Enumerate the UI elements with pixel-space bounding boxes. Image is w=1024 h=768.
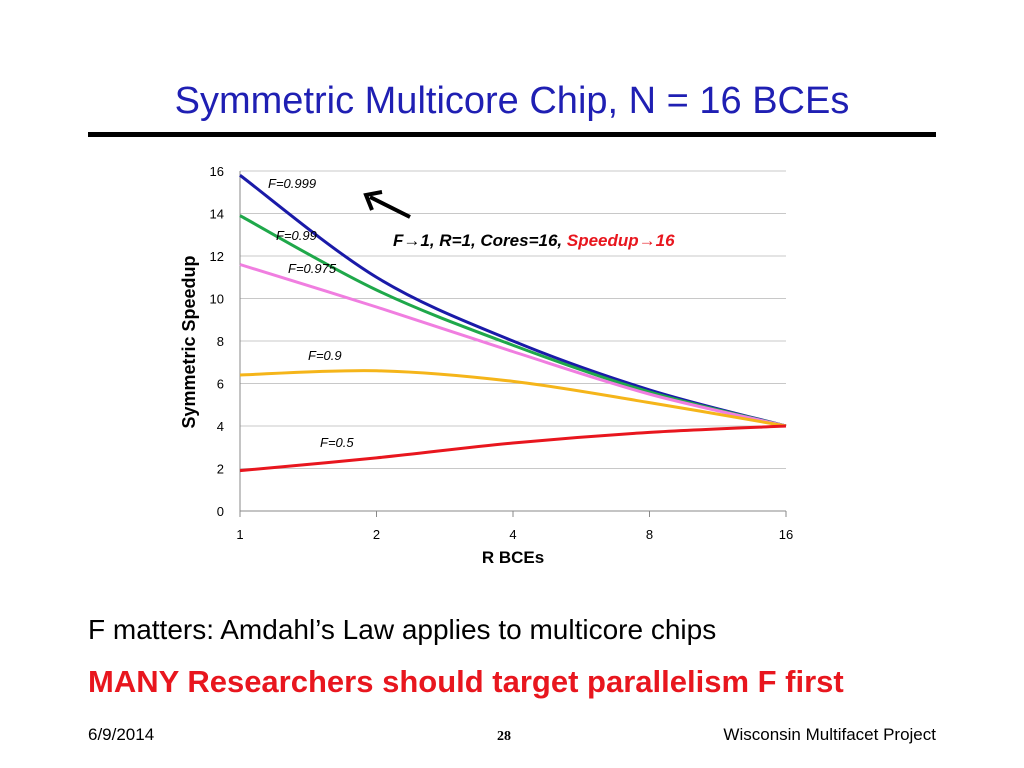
- series-label: F=0.975: [288, 261, 337, 276]
- series-label: F=0.5: [320, 435, 354, 450]
- annotation-text: F→1, R=1, Cores=16, Speedup→16: [393, 231, 675, 250]
- footer-date: 6/9/2014: [88, 725, 155, 744]
- slide-title: Symmetric Multicore Chip, N = 16 BCEs: [174, 80, 850, 122]
- series-label: F=0.999: [268, 176, 316, 191]
- x-tick-label: 2: [373, 527, 380, 542]
- footer-organization: Wisconsin Multifacet Project: [723, 725, 936, 744]
- title-rule: [88, 132, 936, 137]
- series-label: F=0.9: [308, 348, 342, 363]
- series-line-f-0-975: [239, 263, 787, 428]
- annotation-arrow2: →: [639, 231, 656, 250]
- chart-series: [239, 174, 787, 473]
- y-tick-label: 4: [217, 419, 224, 434]
- y-tick-label: 14: [210, 207, 224, 222]
- y-tick-label: 10: [210, 292, 224, 307]
- series-line-f-0-5: [239, 424, 787, 473]
- annotation-arrow: [363, 190, 411, 219]
- y-tick-label: 2: [217, 462, 224, 477]
- series-labels: F=0.999 F=0.99 F=0.975 F=0.9 F=0.5: [268, 176, 354, 450]
- bullet-researchers: MANY Researchers should target paralleli…: [88, 664, 844, 699]
- y-tick-label: 6: [217, 377, 224, 392]
- series-line-f-0-9: [239, 369, 787, 428]
- chart-grid: [240, 170, 786, 512]
- annotation-suffix: 16: [656, 231, 675, 250]
- annotation-middle: 1, R=1, Cores=16,: [420, 231, 566, 250]
- x-tick-label: 16: [779, 527, 793, 542]
- series-label: F=0.99: [276, 228, 317, 243]
- y-tick-label: 16: [210, 164, 224, 179]
- footer-page-number: 28: [497, 729, 511, 744]
- series-line-f-0-999: [239, 174, 787, 428]
- annotation-speedup: Speedup: [567, 231, 639, 250]
- x-tick-label: 8: [646, 527, 653, 542]
- annotation-arrow1: →: [403, 231, 420, 250]
- y-tick-label: 8: [217, 334, 224, 349]
- y-tick-label: 12: [210, 249, 224, 264]
- x-axis-label: R BCEs: [482, 548, 544, 567]
- x-tick-label: 1: [236, 527, 243, 542]
- x-tick-label: 4: [509, 527, 516, 542]
- bullet-amdahl: F matters: Amdahl’s Law applies to multi…: [88, 614, 717, 645]
- y-axis-label: Symmetric Speedup: [179, 255, 199, 428]
- annotation-prefix: F: [393, 231, 404, 250]
- y-tick-label: 0: [217, 504, 224, 519]
